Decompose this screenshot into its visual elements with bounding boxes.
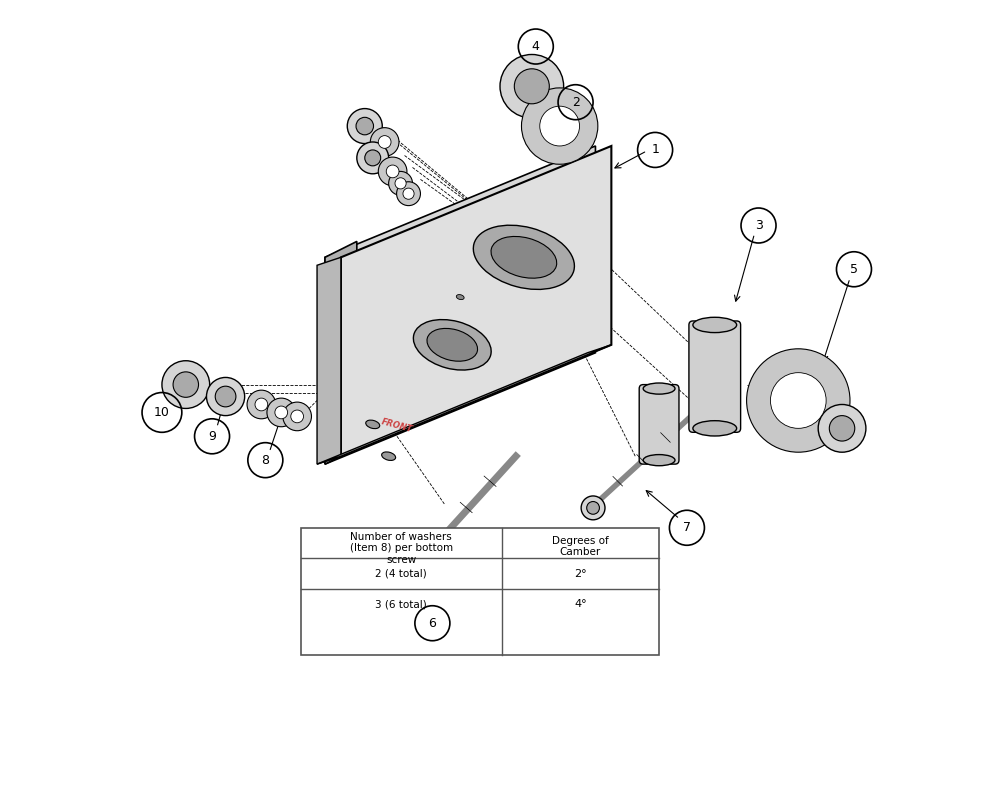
Circle shape [162,360,210,409]
Text: Degrees of
Camber: Degrees of Camber [552,536,609,557]
Text: 8: 8 [261,453,269,467]
Circle shape [386,165,399,178]
Text: 2 (4 total): 2 (4 total) [375,569,427,578]
Ellipse shape [643,383,675,394]
Circle shape [747,348,850,453]
Circle shape [770,372,826,429]
Circle shape [389,171,413,195]
Circle shape [283,402,311,431]
Text: 5: 5 [850,263,858,276]
Circle shape [357,142,389,174]
Polygon shape [317,257,341,464]
Text: 2: 2 [572,95,580,109]
Ellipse shape [643,455,675,465]
Circle shape [173,372,199,397]
Circle shape [397,182,420,206]
Circle shape [206,377,245,416]
Text: 4: 4 [532,40,540,53]
Circle shape [365,150,381,166]
Ellipse shape [382,452,396,461]
Circle shape [356,117,374,135]
Circle shape [392,585,408,601]
Circle shape [514,69,549,104]
Circle shape [818,405,866,453]
Ellipse shape [693,317,737,332]
Text: 6: 6 [428,617,436,630]
Circle shape [275,406,288,419]
Bar [301,528,659,655]
Circle shape [540,107,580,146]
Ellipse shape [491,236,557,278]
Circle shape [500,54,564,118]
Polygon shape [325,305,595,464]
Circle shape [521,88,598,164]
Ellipse shape [456,295,464,300]
Circle shape [829,416,855,441]
Text: 10: 10 [154,406,170,419]
Circle shape [370,127,399,156]
Circle shape [385,578,414,607]
Ellipse shape [366,420,380,429]
Circle shape [247,390,276,419]
FancyBboxPatch shape [689,321,741,433]
Text: 9: 9 [208,430,216,443]
Circle shape [267,398,296,427]
Text: 4°: 4° [574,599,587,609]
Polygon shape [325,241,357,464]
Text: 3 (6 total): 3 (6 total) [375,599,427,609]
Text: 1: 1 [651,143,659,156]
Circle shape [395,178,406,189]
Circle shape [403,188,414,199]
Text: FRONT: FRONT [381,417,414,434]
Circle shape [255,398,268,411]
Circle shape [215,386,236,407]
Ellipse shape [473,225,574,289]
Ellipse shape [693,421,737,436]
Text: 2°: 2° [574,569,587,578]
FancyBboxPatch shape [639,384,679,464]
Text: 7: 7 [683,521,691,534]
Polygon shape [341,146,611,457]
Polygon shape [317,344,611,464]
Ellipse shape [427,328,478,361]
Circle shape [291,410,304,423]
Text: Number of washers
(Item 8) per bottom
screw: Number of washers (Item 8) per bottom sc… [350,532,453,565]
Text: 3: 3 [755,219,762,232]
Circle shape [581,496,605,520]
Circle shape [378,157,407,186]
Circle shape [347,109,382,143]
Polygon shape [325,146,595,305]
Ellipse shape [413,320,491,370]
Circle shape [378,135,391,148]
Circle shape [587,501,599,514]
